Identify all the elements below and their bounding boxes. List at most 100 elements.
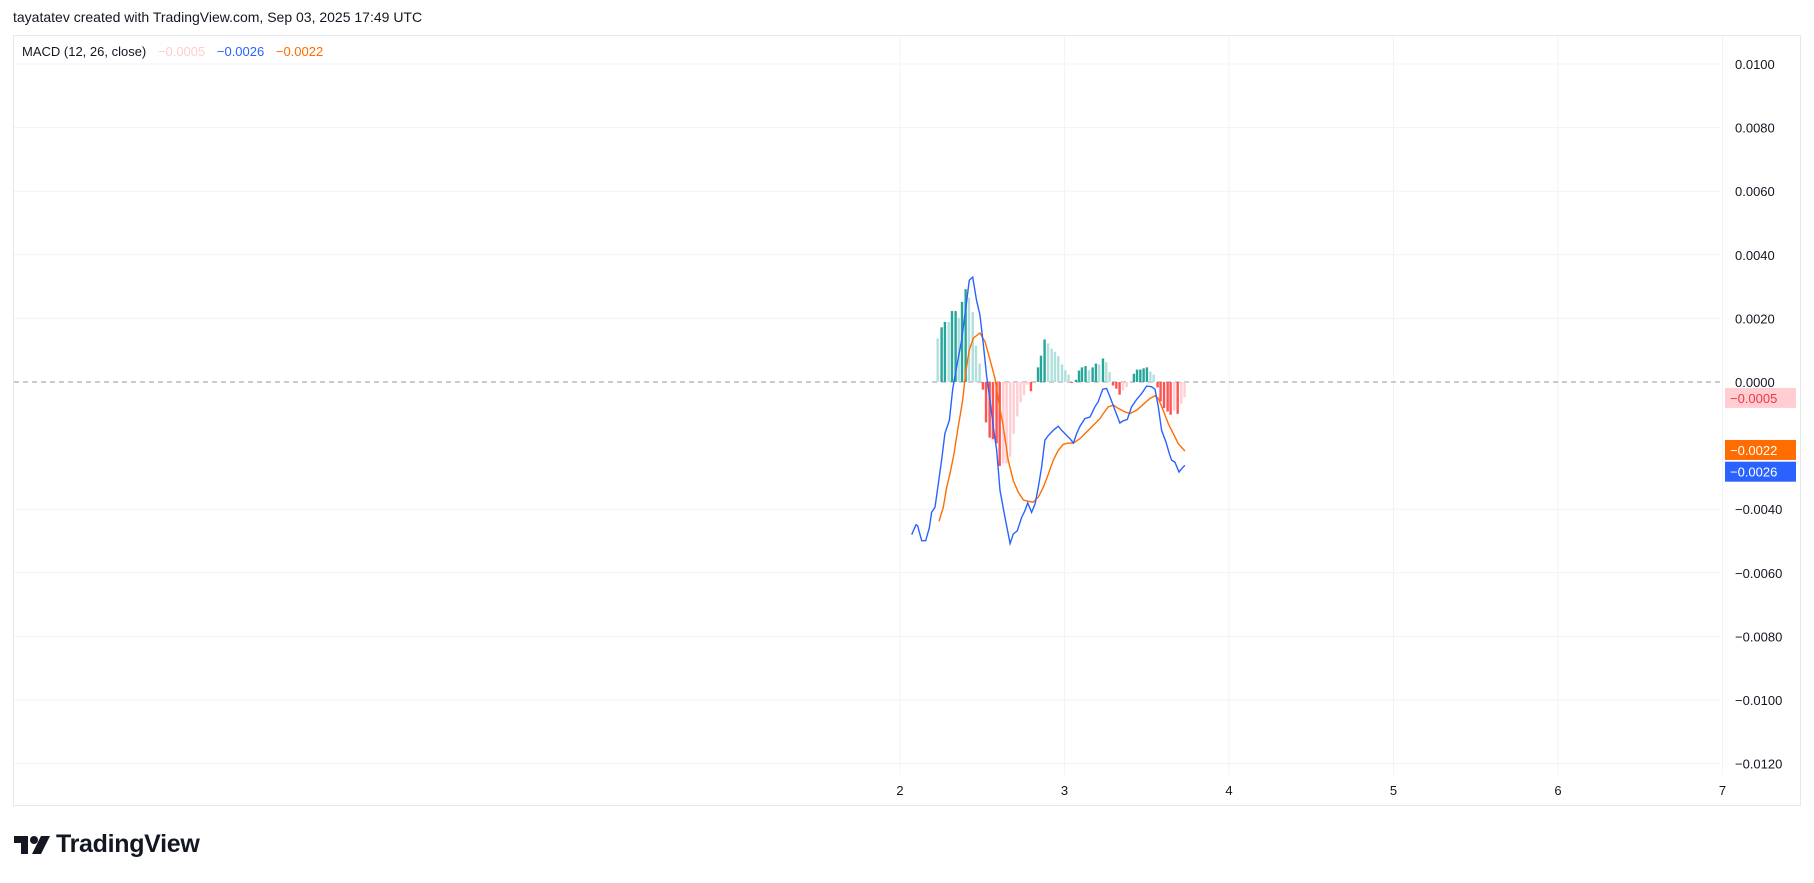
- histogram-bar: [1077, 370, 1081, 382]
- histogram-bar: [978, 363, 981, 382]
- histogram-bar: [1070, 382, 1074, 383]
- price-tags: −0.0005 −0.0022 −0.0026: [1725, 387, 1796, 482]
- histogram-bar: [991, 382, 995, 440]
- histogram-bar: [1039, 355, 1043, 382]
- x-tick-label: 6: [1554, 783, 1561, 798]
- histogram-bar: [1026, 382, 1029, 385]
- histogram-bar: [1162, 382, 1166, 409]
- histogram-bar: [988, 382, 991, 438]
- time-axis: 2 3 4 5 6 7: [896, 783, 1726, 798]
- histogram-bar: [1050, 348, 1053, 382]
- histogram-bar: [974, 345, 978, 382]
- histogram-bar: [1139, 369, 1142, 382]
- y-tick-label: 0.0100: [1735, 57, 1775, 72]
- price-axis: 0.0100 0.0080 0.0060 0.0040 0.0020 0.0000 −0.0…: [1735, 57, 1782, 772]
- histogram-bar: [1142, 368, 1145, 382]
- y-tick-label: −0.0120: [1735, 757, 1782, 772]
- histogram-bar: [1012, 382, 1015, 434]
- histogram-bar: [1125, 382, 1128, 388]
- histogram-bar: [954, 311, 957, 382]
- histogram-bar: [1064, 370, 1067, 382]
- macd-line: [911, 275, 1186, 547]
- y-tick-label: 0.0020: [1735, 311, 1775, 326]
- histogram-bar: [960, 301, 964, 382]
- signal-line: [938, 331, 1186, 522]
- histogram-bar: [940, 327, 943, 382]
- histogram-bar: [1053, 351, 1057, 382]
- indicator-legend[interactable]: MACD (12, 26, close) −0.0005 −0.0026 −0.…: [22, 44, 331, 59]
- x-tick-label: 3: [1061, 783, 1068, 798]
- histogram-bar: [1166, 382, 1169, 412]
- x-tick-label: 4: [1225, 783, 1232, 798]
- price-tag-label: −0.0022: [1730, 443, 1777, 458]
- histogram-bar: [950, 311, 954, 382]
- x-tick-label: 2: [896, 783, 903, 798]
- histogram-bar: [1180, 382, 1183, 404]
- histogram-bar: [964, 289, 967, 382]
- y-tick-label: −0.0060: [1735, 566, 1782, 581]
- legend-macd-value: −0.0026: [216, 44, 265, 59]
- logo-wordmark: TradingView: [56, 830, 200, 858]
- histogram-bar: [1067, 374, 1070, 382]
- histogram-bar: [1074, 379, 1078, 382]
- histogram-bar: [1145, 367, 1149, 382]
- histogram-bar: [981, 382, 985, 390]
- histogram-bar: [1019, 382, 1022, 403]
- histogram-bar: [1115, 382, 1118, 389]
- legend-indicator-name: MACD (12, 26, close): [22, 44, 147, 59]
- grid: [14, 36, 1723, 775]
- histogram-bar: [1098, 364, 1101, 382]
- histogram-bar: [998, 382, 1001, 466]
- histogram-bar: [1029, 382, 1033, 392]
- histogram-bar: [1132, 373, 1136, 382]
- histogram-bar: [1046, 343, 1050, 382]
- histogram-bar: [957, 317, 960, 382]
- histogram-bar: [1094, 363, 1098, 382]
- legend-histogram-value: −0.0005: [157, 44, 206, 59]
- histogram-bar: [1043, 339, 1046, 382]
- price-tag-bg: [1725, 461, 1796, 482]
- price-tag-bg: [1725, 387, 1796, 408]
- histogram-bar: [971, 312, 974, 382]
- histogram-bar: [1022, 382, 1026, 396]
- histogram-bar: [1091, 367, 1094, 382]
- histogram-bar: [1101, 358, 1105, 382]
- histogram-bar: [947, 321, 950, 382]
- histogram-bar: [1159, 382, 1162, 402]
- price-tag-bg: [1725, 439, 1796, 460]
- histogram: [936, 289, 1186, 466]
- attribution-header: tayatatev created with TradingView.com, …: [13, 9, 423, 25]
- histogram-bar: [1080, 367, 1084, 382]
- histogram-bar: [1057, 356, 1060, 382]
- histogram-bar: [984, 382, 988, 423]
- histogram-bar: [1121, 382, 1125, 391]
- histogram-bar: [1173, 382, 1176, 411]
- histogram-bar: [1087, 370, 1091, 382]
- histogram-bar: [1036, 367, 1040, 382]
- price-tag-label: −0.0026: [1730, 465, 1777, 480]
- x-tick-label: 5: [1390, 783, 1397, 798]
- histogram-bar: [1156, 382, 1159, 388]
- histogram-bar: [1108, 372, 1111, 382]
- y-tick-label: 0.0080: [1735, 121, 1775, 136]
- y-tick-label: 0.0040: [1735, 248, 1775, 263]
- histogram-bar: [1060, 364, 1064, 382]
- x-tick-label: 7: [1719, 783, 1726, 798]
- histogram-bar: [1105, 362, 1108, 382]
- histogram-bar: [1005, 382, 1008, 464]
- histogram-bar: [1169, 382, 1172, 415]
- histogram-bar: [1016, 382, 1019, 417]
- y-tick-label: −0.0100: [1735, 693, 1782, 708]
- histogram-bar: [995, 382, 998, 444]
- chart-frame: [13, 35, 1801, 806]
- tradingview-logo[interactable]: TradingView: [14, 830, 200, 859]
- histogram-bar: [1084, 366, 1087, 382]
- y-tick-label: −0.0080: [1735, 629, 1782, 644]
- price-tag-label: −0.0005: [1730, 391, 1777, 406]
- histogram-bar: [1111, 382, 1115, 386]
- legend-signal-value: −0.0022: [275, 44, 324, 59]
- histogram-bar: [936, 338, 939, 382]
- histogram-bar: [967, 297, 971, 382]
- y-tick-label: 0.0000: [1735, 375, 1775, 390]
